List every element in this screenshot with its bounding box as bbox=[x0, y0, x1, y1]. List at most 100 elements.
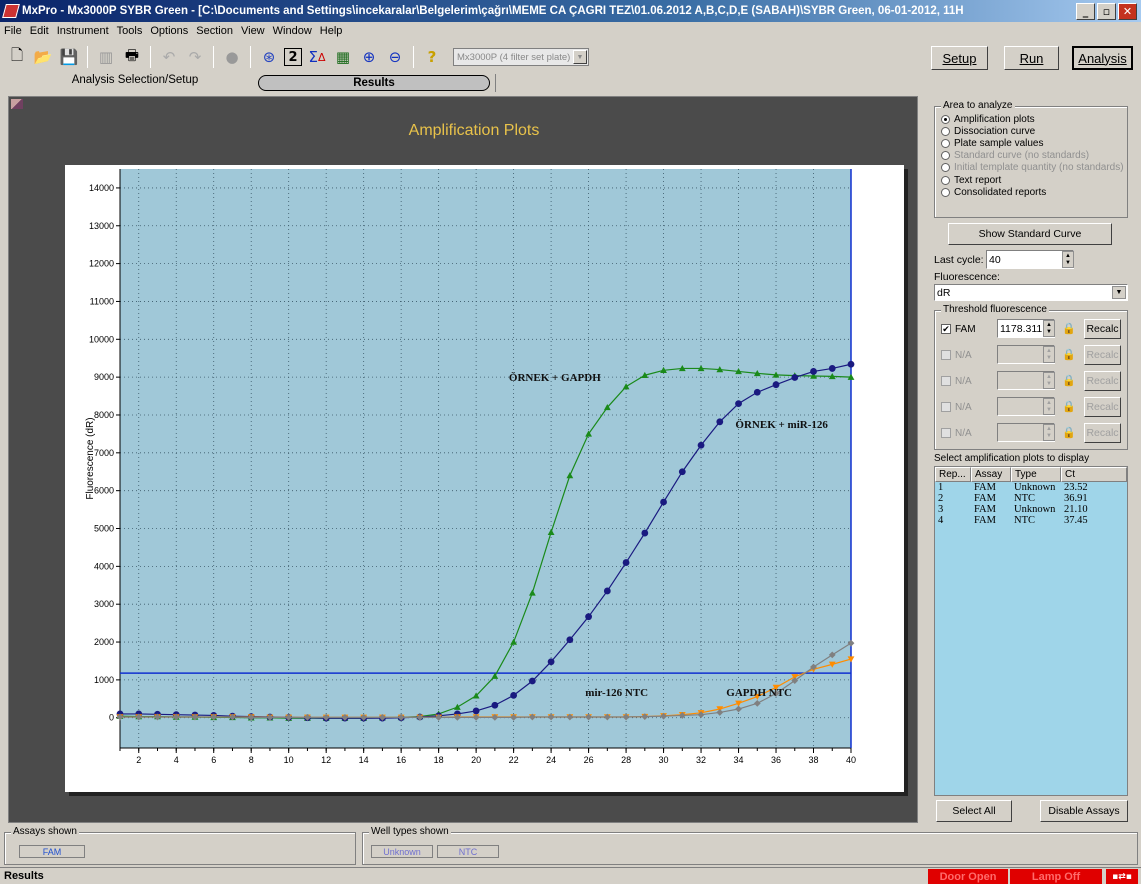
recalc-button[interactable]: Recalc bbox=[1084, 319, 1121, 339]
menu-view[interactable]: View bbox=[240, 25, 265, 37]
well-type-chip-ntc[interactable]: NTC bbox=[437, 845, 499, 858]
zoom-out-icon[interactable]: ⊖ bbox=[388, 48, 402, 66]
lock-icon: 🔒 bbox=[1062, 400, 1076, 413]
analysis-option-radio[interactable]: Dissociation curve bbox=[941, 125, 1127, 137]
data-point bbox=[735, 368, 742, 375]
menu-options[interactable]: Options bbox=[150, 25, 189, 37]
redo-icon[interactable]: ↷ bbox=[188, 48, 202, 66]
analysis-option-radio[interactable]: Plate sample values bbox=[941, 137, 1127, 149]
menu-help[interactable]: Help bbox=[319, 25, 343, 37]
disable-assays-button[interactable]: Disable Assays bbox=[1040, 800, 1128, 822]
select-all-button[interactable]: Select All bbox=[936, 800, 1012, 822]
threshold-dye-checkbox[interactable]: ✔ FAM bbox=[941, 319, 976, 339]
run-button[interactable]: Run bbox=[1004, 46, 1059, 70]
data-point bbox=[660, 366, 667, 374]
y-tick-label: 5000 bbox=[94, 524, 114, 534]
chevron-down-icon[interactable]: ▼ bbox=[1112, 286, 1126, 299]
threshold-dye-label: N/A bbox=[955, 349, 972, 361]
data-point bbox=[622, 713, 630, 721]
radio-button-icon[interactable] bbox=[941, 187, 950, 197]
export-icon[interactable]: ▥ bbox=[98, 48, 114, 66]
data-point bbox=[135, 713, 143, 721]
last-cycle-label: Last cycle: bbox=[934, 254, 984, 266]
lock-icon[interactable]: 🔒 bbox=[1062, 322, 1076, 335]
chart-annotation: ÖRNEK + miR-126 bbox=[735, 418, 828, 431]
plot-corner-icon[interactable] bbox=[11, 99, 23, 109]
open-folder-icon[interactable]: 📂 bbox=[33, 48, 53, 66]
show-standard-curve-button[interactable]: Show Standard Curve bbox=[948, 223, 1112, 245]
y-tick-label: 3000 bbox=[94, 599, 114, 609]
fluorescence-select[interactable]: dR ▼ bbox=[934, 284, 1128, 301]
analysis-option-radio[interactable]: Text report bbox=[941, 174, 1127, 186]
threshold-value-input[interactable]: 1178.311 bbox=[997, 319, 1055, 338]
question-icon[interactable]: ? bbox=[427, 48, 437, 66]
data-point bbox=[753, 369, 761, 377]
menu-instrument[interactable]: Instrument bbox=[56, 25, 109, 37]
amplification-chart[interactable]: Amplification Plots 0 1000 2000 3000 4000 5000… bbox=[9, 97, 919, 824]
radio-button-icon[interactable] bbox=[941, 114, 950, 124]
list-item[interactable]: 2 FAM NTC 36.91 bbox=[935, 493, 1127, 504]
data-point bbox=[341, 713, 349, 721]
tab-results[interactable]: Results bbox=[258, 75, 490, 91]
chevron-down-icon[interactable]: ▼ bbox=[573, 50, 587, 64]
data-point bbox=[847, 360, 855, 368]
checkbox-icon[interactable]: ✔ bbox=[941, 324, 951, 334]
menu-bar: File Edit Instrument Tools Options Secti… bbox=[0, 22, 1141, 40]
col-header-type[interactable]: Type bbox=[1011, 467, 1061, 482]
data-point bbox=[828, 651, 836, 659]
grid-icon[interactable]: ▦ bbox=[335, 48, 351, 66]
x-tick-label: 26 bbox=[584, 755, 594, 765]
x-tick-label: 16 bbox=[396, 755, 406, 765]
analysis-option-radio[interactable]: Consolidated reports bbox=[941, 186, 1127, 198]
menu-file[interactable]: File bbox=[4, 25, 22, 37]
radio-button-icon[interactable] bbox=[941, 138, 950, 148]
help-number-icon[interactable]: 2 bbox=[284, 48, 302, 66]
menu-window[interactable]: Window bbox=[272, 25, 312, 37]
threshold-dye-label: N/A bbox=[955, 375, 972, 387]
menu-tools[interactable]: Tools bbox=[116, 25, 143, 37]
data-point bbox=[528, 589, 536, 596]
menu-section[interactable]: Section bbox=[196, 25, 233, 37]
minimize-button[interactable]: _ bbox=[1076, 2, 1095, 20]
radio-button-icon[interactable] bbox=[941, 126, 950, 136]
chart-title: Amplification Plots bbox=[409, 122, 540, 139]
threshold-dye-label: FAM bbox=[955, 323, 976, 335]
col-header-assay[interactable]: Assay bbox=[971, 467, 1011, 482]
col-header-ct[interactable]: Ct bbox=[1061, 467, 1127, 482]
tab-analysis-setup[interactable]: Analysis Selection/Setup bbox=[71, 74, 199, 86]
plate-icon[interactable]: ⊛ bbox=[262, 48, 276, 66]
list-cell: 21.10 bbox=[1064, 504, 1088, 515]
radio-button-icon[interactable] bbox=[941, 175, 950, 185]
data-point bbox=[603, 404, 611, 411]
amplification-plots-list[interactable]: Rep... Assay Type Ct 1 FAM Unknown 23.52 2 FA… bbox=[934, 466, 1128, 796]
analysis-button[interactable]: Analysis bbox=[1072, 46, 1133, 70]
new-file-icon[interactable]: 🗋 bbox=[10, 45, 24, 64]
col-header-rep[interactable]: Rep... bbox=[935, 467, 971, 482]
list-item[interactable]: 4 FAM NTC 37.45 bbox=[935, 515, 1127, 526]
save-icon[interactable]: 💾 bbox=[59, 48, 79, 66]
maximize-button[interactable]: ▫ bbox=[1097, 2, 1116, 20]
list-item[interactable]: 1 FAM Unknown 23.52 bbox=[935, 482, 1127, 493]
analysis-option-label: Consolidated reports bbox=[954, 186, 1047, 198]
threshold-spinner[interactable]: ▲ ▼ bbox=[1043, 320, 1055, 337]
list-item[interactable]: 3 FAM Unknown 21.10 bbox=[935, 504, 1127, 515]
analysis-option-radio[interactable]: Amplification plots bbox=[941, 113, 1127, 125]
menu-edit[interactable]: Edit bbox=[29, 25, 49, 37]
analysis-option-label: Plate sample values bbox=[954, 137, 1044, 149]
plate-type-select[interactable]: Mx3000P (4 filter set plate) ▼ bbox=[453, 48, 589, 66]
data-point bbox=[810, 663, 817, 671]
zoom-in-icon[interactable]: ⊕ bbox=[362, 48, 376, 66]
recalc-button: Recalc bbox=[1084, 371, 1121, 391]
undo-icon[interactable]: ↶ bbox=[162, 48, 176, 66]
last-cycle-input[interactable]: 40 bbox=[986, 250, 1074, 269]
assay-chip-fam[interactable]: FAM bbox=[19, 845, 85, 858]
y-tick-label: 13000 bbox=[89, 221, 114, 231]
data-point bbox=[828, 661, 836, 668]
last-cycle-spinner[interactable]: ▲ ▼ bbox=[1062, 251, 1074, 268]
setup-button[interactable]: Setup bbox=[931, 46, 988, 70]
close-button[interactable]: ✕ bbox=[1118, 2, 1137, 20]
well-type-chip-unknown[interactable]: Unknown bbox=[371, 845, 433, 858]
lamp-icon[interactable]: ● bbox=[225, 48, 239, 66]
print-icon[interactable]: 🖶 bbox=[124, 45, 140, 64]
